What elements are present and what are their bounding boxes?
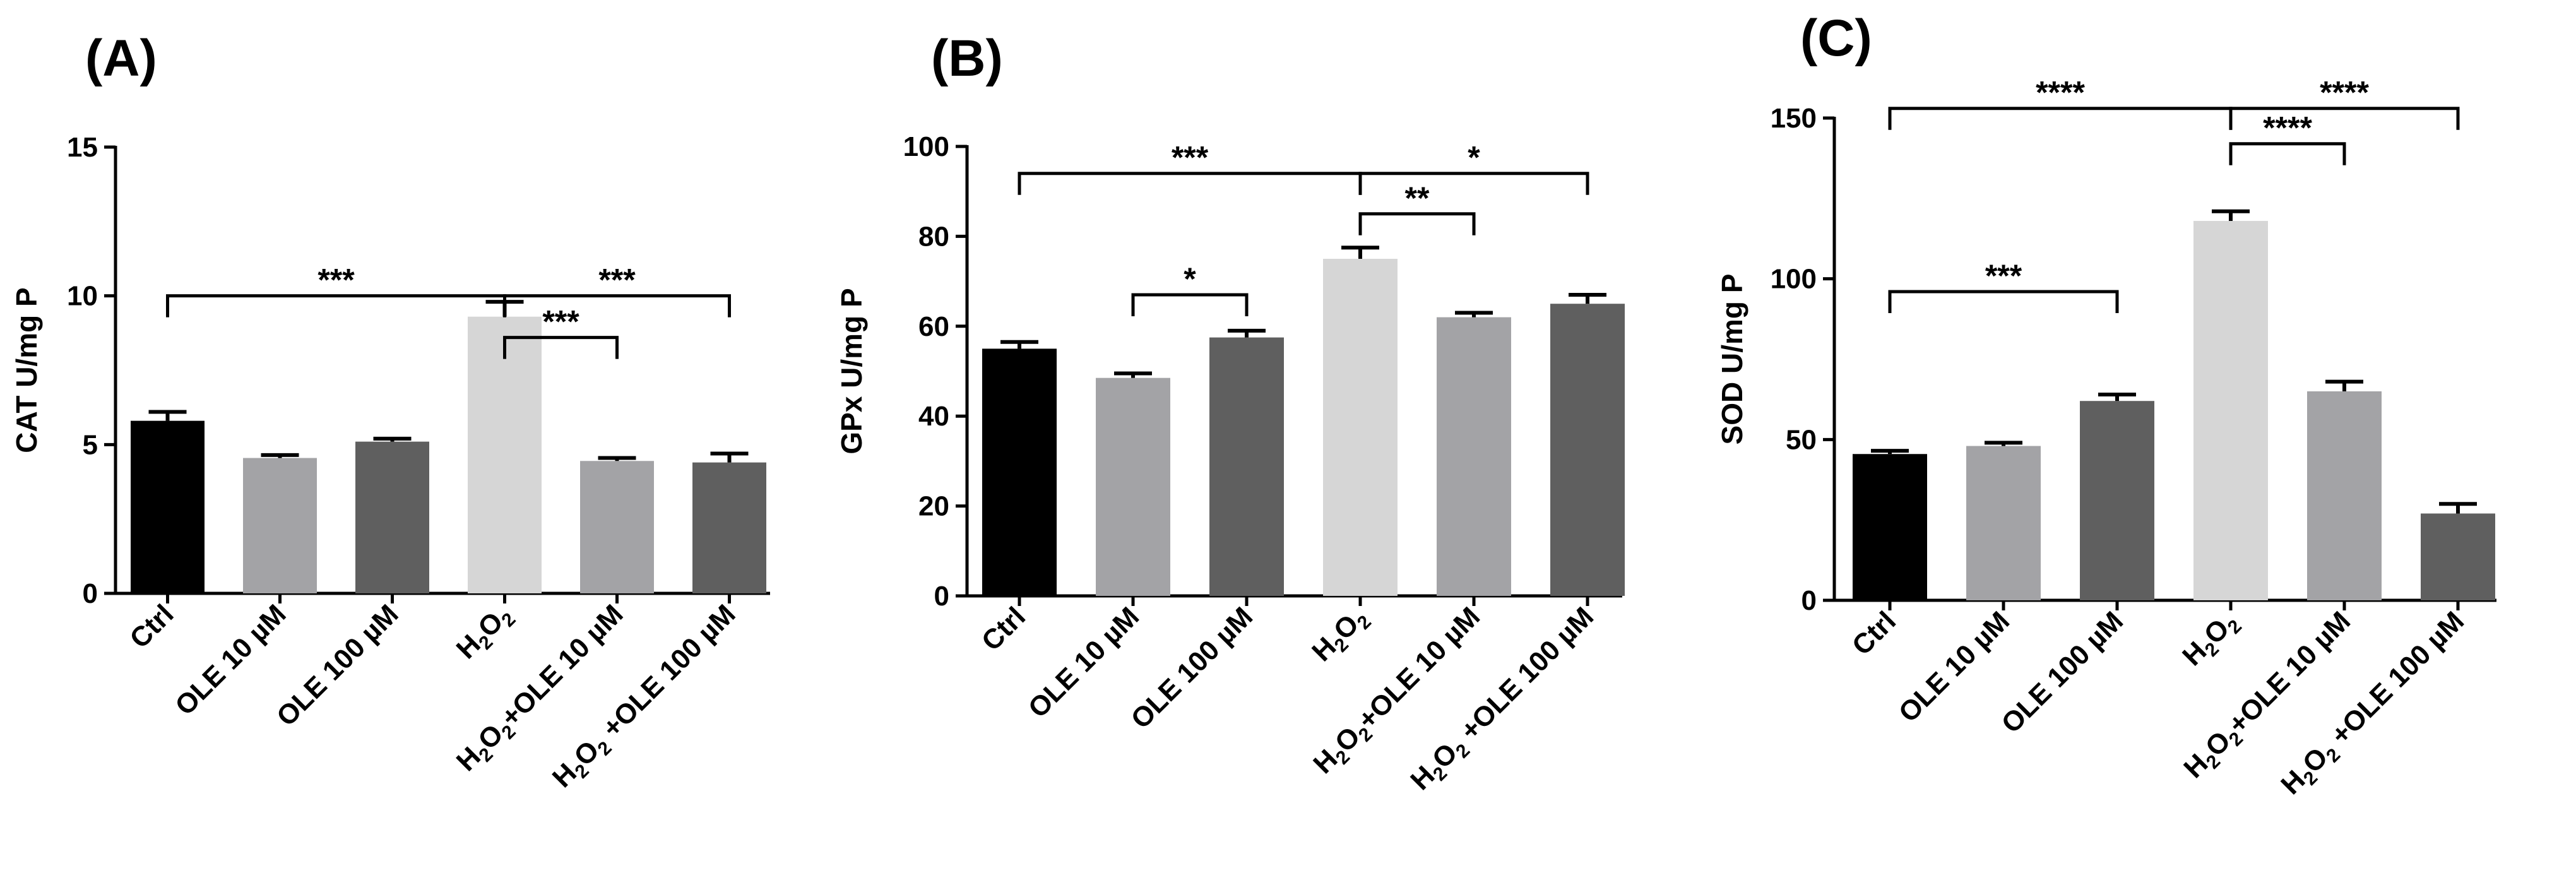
x-tick-label-4: H2O2 — [451, 598, 520, 668]
y-tick-label: 5 — [83, 429, 98, 460]
y-axis-label: CAT U/mg P — [10, 287, 43, 453]
x-tick-label-1: Ctrl — [124, 598, 179, 654]
bar-5 — [580, 461, 654, 593]
significance-label-4: *** — [1985, 258, 2022, 294]
significance-bracket-2 — [503, 336, 619, 359]
y-axis-label: SOD U/mg P — [1716, 274, 1748, 445]
significance-bracket-4 — [1358, 172, 1589, 195]
bar-2 — [1096, 377, 1170, 596]
y-tick-label: 40 — [918, 401, 949, 432]
bar-1 — [982, 348, 1057, 596]
y-axis-label: GPx U/mg P — [835, 288, 868, 454]
bar-5 — [2307, 391, 2382, 600]
y-tick-label: 80 — [918, 221, 949, 252]
bar-6 — [2421, 513, 2495, 600]
significance-bracket-3 — [503, 294, 731, 318]
bar-2 — [243, 458, 317, 593]
significance-bracket-2 — [1131, 293, 1249, 316]
x-tick-label-1: Ctrl — [976, 601, 1031, 656]
significance-label-1: *** — [318, 263, 355, 298]
x-tick-label-2: OLE 10 µM — [1893, 605, 2015, 728]
bar-3 — [2080, 401, 2154, 600]
y-tick-label: 0 — [83, 578, 98, 609]
significance-label-4: * — [1468, 140, 1480, 175]
bar-2 — [1966, 446, 2041, 600]
x-tick-label-6: H2O2 +OLE 100 µM — [547, 598, 745, 797]
y-tick-label: 0 — [934, 581, 949, 612]
y-tick-label: 20 — [918, 491, 949, 522]
panel-label: (B) — [931, 30, 1003, 87]
y-tick-label: 60 — [918, 311, 949, 342]
x-tick-label-2: OLE 10 µM — [169, 598, 292, 721]
x-tick-label-4: H2O2 — [1306, 601, 1375, 670]
x-tick-label-2: OLE 10 µM — [1023, 601, 1145, 723]
significance-label-1: *** — [1172, 140, 1209, 175]
y-tick-label: 15 — [67, 132, 98, 163]
bar-3 — [1209, 337, 1284, 596]
bar-5 — [1437, 317, 1511, 596]
significance-bracket-2 — [2229, 107, 2460, 130]
y-tick-label: 150 — [1771, 103, 1817, 134]
significance-label-3: ** — [1405, 181, 1430, 216]
bar-3 — [355, 441, 429, 593]
bar-4 — [468, 316, 542, 593]
significance-label-1: **** — [2036, 75, 2085, 110]
significance-bracket-1 — [1018, 172, 1362, 195]
significance-bracket-4 — [1888, 290, 2119, 314]
y-tick-label: 50 — [1786, 424, 1817, 455]
x-tick-label-3: OLE 100 µM — [1125, 601, 1259, 735]
x-tick-label-1: Ctrl — [1846, 605, 1902, 661]
significance-bracket-1 — [1888, 107, 2233, 130]
significance-label-2: * — [1184, 261, 1196, 297]
bar-6 — [1550, 304, 1625, 596]
significance-bracket-3 — [1358, 212, 1476, 235]
bar-6 — [692, 462, 766, 593]
y-tick-label: 100 — [903, 131, 949, 162]
significance-label-2: **** — [2320, 75, 2369, 110]
significance-bracket-1 — [166, 294, 506, 318]
y-tick-label: 100 — [1771, 264, 1817, 295]
bar-1 — [1853, 454, 1927, 600]
significance-label-3: *** — [598, 263, 636, 298]
y-tick-label: 10 — [67, 281, 98, 312]
bar-1 — [131, 420, 205, 593]
significance-label-2: *** — [542, 304, 579, 340]
x-tick-label-4: H2O2 — [2176, 605, 2246, 675]
y-tick-label: 0 — [1801, 585, 1817, 616]
significance-bracket-3 — [2229, 142, 2346, 165]
panel-label: (C) — [1800, 9, 1872, 67]
panel-label: (A) — [85, 30, 157, 87]
significance-label-3: **** — [2263, 110, 2312, 146]
x-tick-label-3: OLE 100 µM — [1995, 605, 2129, 739]
x-tick-label-3: OLE 100 µM — [271, 598, 405, 732]
bar-4 — [2193, 220, 2268, 600]
bar-4 — [1323, 259, 1398, 596]
